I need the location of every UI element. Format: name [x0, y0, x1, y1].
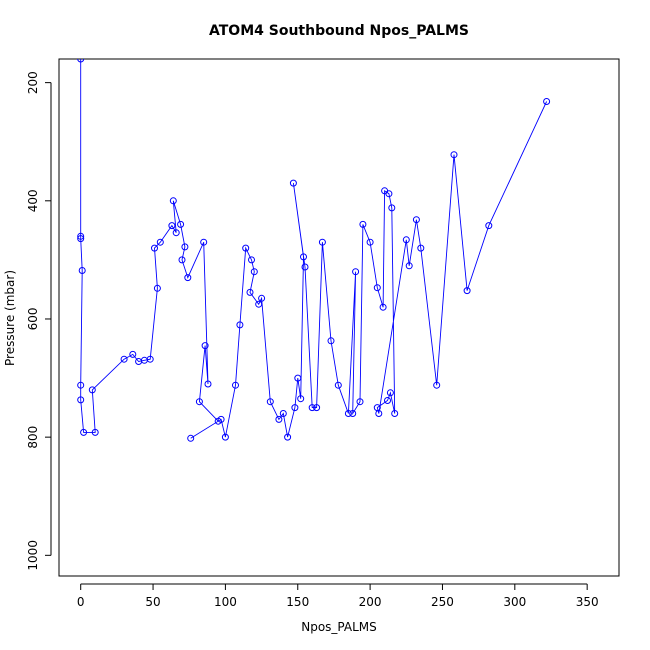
y-tick-label: 800: [26, 426, 40, 449]
data-point: [318, 238, 326, 246]
series-layer: [77, 59, 551, 442]
y-axis: 200 400 600 800 1000: [26, 71, 52, 571]
data-point: [366, 238, 374, 246]
data-point: [187, 434, 195, 442]
series-line: [80, 59, 548, 439]
data-point: [334, 381, 342, 389]
data-point: [146, 355, 154, 363]
data-point: [177, 220, 185, 228]
data-point: [255, 300, 263, 308]
data-point: [412, 216, 420, 224]
plot-area-frame: [58, 58, 620, 577]
x-tick-label: 300: [503, 595, 526, 609]
data-point: [375, 410, 383, 417]
y-tick-label: 1000: [26, 540, 40, 571]
data-point: [169, 197, 177, 205]
data-point: [221, 433, 229, 441]
data-point: [356, 398, 364, 406]
x-tick-label: 250: [431, 595, 454, 609]
data-point: [385, 190, 393, 198]
data-point: [308, 404, 316, 412]
data-point: [349, 410, 357, 417]
data-point: [379, 303, 387, 311]
data-point: [77, 396, 85, 404]
x-tick-label: 200: [359, 595, 382, 609]
x-axis: 0 50 100 150 200 250 300 350: [77, 583, 599, 609]
data-point: [373, 284, 381, 292]
data-point: [384, 397, 391, 404]
data-point: [359, 220, 367, 228]
data-point: [153, 284, 161, 292]
y-tick-label: 400: [26, 189, 40, 212]
data-point: [151, 244, 158, 252]
data-point: [178, 256, 186, 264]
data-point: [248, 256, 255, 264]
data-point: [77, 59, 85, 63]
data-point: [78, 267, 86, 274]
data-point: [77, 232, 85, 240]
data-point: [275, 415, 283, 423]
data-point: [543, 98, 551, 105]
data-point: [232, 381, 239, 389]
data-point: [294, 374, 302, 382]
data-point: [391, 410, 399, 417]
data-point: [168, 222, 176, 230]
data-point: [172, 229, 180, 237]
data-point: [352, 268, 360, 276]
data-point: [258, 294, 266, 302]
data-point: [156, 238, 164, 246]
data-point: [463, 287, 471, 295]
data-point: [266, 398, 274, 406]
data-point: [246, 288, 254, 296]
data-point: [80, 428, 88, 436]
x-tick-label: 0: [77, 595, 85, 609]
data-point: [417, 244, 425, 252]
data-point: [184, 274, 192, 282]
y-axis-label: Pressure (mbar): [3, 270, 17, 366]
y-tick-label: 200: [26, 71, 40, 94]
data-point: [386, 389, 394, 397]
data-point: [402, 236, 410, 244]
data-point: [91, 428, 99, 436]
chart-title: ATOM4 Southbound Npos_PALMS: [209, 23, 469, 39]
data-point: [181, 243, 189, 251]
data-point: [405, 262, 413, 270]
data-point: [327, 337, 335, 345]
data-point: [313, 404, 321, 412]
x-axis-label: Npos_PALMS: [301, 620, 377, 634]
data-point: [201, 342, 209, 350]
data-point: [250, 268, 258, 276]
data-point: [301, 263, 309, 271]
data-point: [195, 398, 203, 406]
data-point: [236, 321, 244, 329]
x-tick-label: 150: [286, 595, 309, 609]
data-point: [242, 244, 250, 252]
data-point: [388, 204, 396, 212]
data-point: [120, 355, 128, 363]
data-point: [433, 381, 441, 389]
data-point: [297, 395, 305, 403]
data-point: [204, 380, 212, 388]
data-point: [279, 410, 287, 417]
data-point: [289, 179, 297, 187]
data-point: [88, 386, 96, 394]
data-point: [129, 350, 137, 358]
data-point: [200, 238, 208, 246]
x-tick-label: 350: [576, 595, 599, 609]
data-point: [344, 410, 352, 417]
x-tick-label: 50: [145, 595, 160, 609]
y-tick-label: 600: [26, 308, 40, 331]
data-point: [217, 415, 225, 423]
data-point: [77, 235, 85, 243]
data-point: [450, 151, 458, 159]
data-point: [485, 222, 493, 230]
data-point: [291, 404, 299, 412]
data-point: [77, 381, 85, 389]
data-point: [284, 433, 292, 441]
data-point: [300, 253, 307, 261]
x-tick-label: 100: [214, 595, 237, 609]
